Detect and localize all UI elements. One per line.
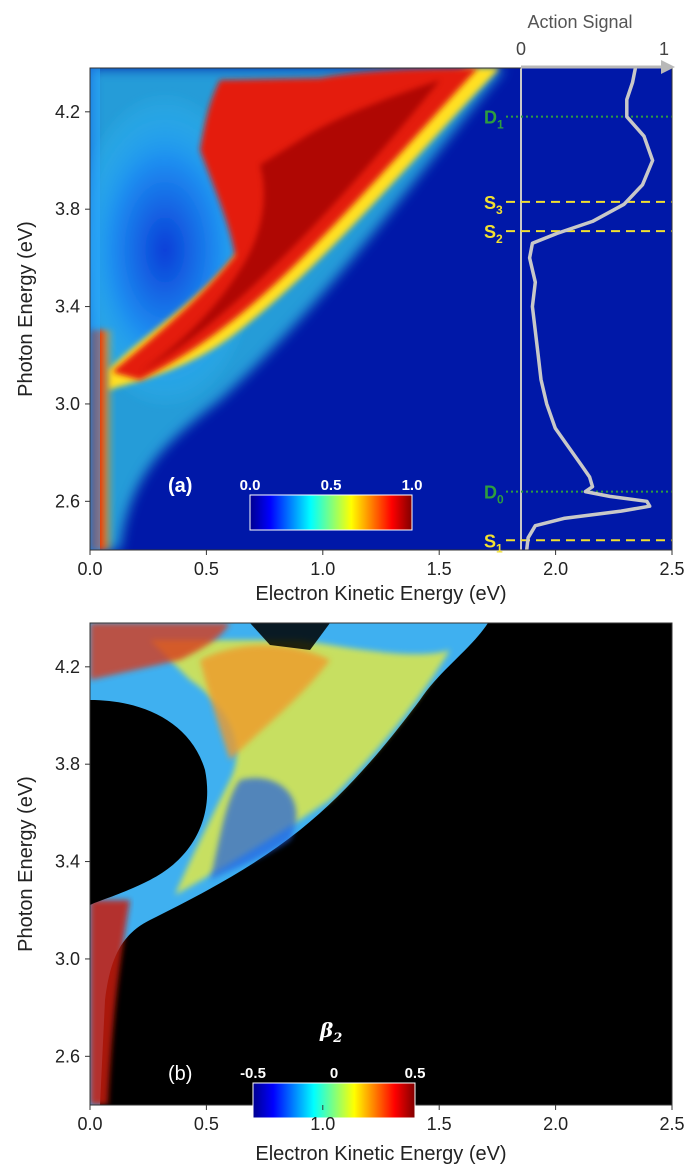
action-spectrum-curve [524,68,655,550]
state-label-s2: S2 [484,222,503,246]
action-signal-title: Action Signal [527,12,632,32]
colorbar-a: 0.0 0.5 1.0 [240,477,423,531]
colorbar-b-tick-2: 0.5 [405,1065,426,1082]
panel-a-xlabel: Electron Kinetic Energy (eV) [255,583,506,605]
colorbar-a-tick-2: 1.0 [402,477,423,494]
panel-b: -0.5 0 0.5 β2 (b) 0.0 0.5 1.0 1.5 2.0 2.5 2.6 3… [15,622,685,1165]
x-tick-label: 2.5 [659,1114,684,1134]
beta-symbol: β [319,1018,333,1042]
state-label-s1: S1 [484,531,503,555]
colorbar-a-tick-1: 0.5 [321,477,342,494]
colorbar-b-tick-0: -0.5 [240,1065,266,1082]
state-label-s3: S3 [484,193,503,217]
x-tick-label: 1.5 [427,559,452,579]
colorbar-b-title: β2 [319,1018,342,1046]
y-tick-label: 3.8 [55,199,80,219]
colorbar-a-gradient [249,494,413,531]
colorbar-a-tick-0: 0.0 [240,477,261,494]
action-tick-1: 1 [659,39,669,59]
x-tick-label: 0.5 [194,559,219,579]
action-tick-0: 0 [516,39,526,59]
panel-b-heatmap [90,623,672,1105]
y-tick-label: 2.6 [55,1046,80,1066]
panel-b-ylabel: Photon Energy (eV) [15,776,37,952]
colorbar-b: -0.5 0 0.5 β2 [240,1018,426,1119]
panel-a-label: (a) [168,475,192,497]
state-label-d0: D0 [484,483,504,507]
panel-a-heatmap [90,68,672,550]
x-tick-label: 2.0 [543,559,568,579]
colorbar-b-tick-1: 0 [330,1065,338,1082]
panel-a-ylabel: Photon Energy (eV) [15,221,37,397]
x-tick-label: 0.0 [77,1114,102,1134]
panel-b-label: (b) [168,1063,192,1085]
y-tick-label: 3.8 [55,754,80,774]
panel-b-xlabel: Electron Kinetic Energy (eV) [255,1143,506,1165]
y-tick-label: 3.0 [55,394,80,414]
x-tick-label: 2.0 [543,1114,568,1134]
y-tick-label: 4.2 [55,657,80,677]
state-label-d1: D1 [484,108,504,132]
y-tick-label: 4.2 [55,102,80,122]
y-tick-label: 3.4 [55,852,80,872]
panel-a: Action Signal 0 1 D1 S3 S2 D0 S1 0.0 0.5 1.0… [15,12,685,605]
beta-subscript: 2 [332,1031,342,1046]
y-tick-label: 2.6 [55,491,80,511]
x-tick-label: 1.0 [310,1114,335,1134]
action-axis-arrow [661,60,675,74]
colorbar-b-gradient [252,1082,416,1119]
x-tick-label: 0.0 [77,559,102,579]
x-tick-label: 1.5 [427,1114,452,1134]
x-tick-label: 2.5 [659,559,684,579]
y-tick-label: 3.0 [55,949,80,969]
x-tick-label: 1.0 [310,559,335,579]
x-tick-label: 0.5 [194,1114,219,1134]
y-tick-label: 3.4 [55,297,80,317]
